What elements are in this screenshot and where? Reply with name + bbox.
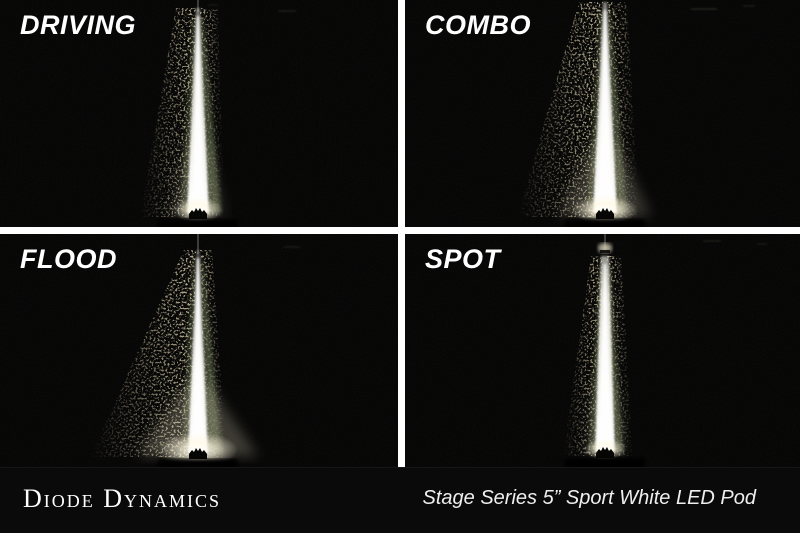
beam-photo-flood: [0, 234, 398, 467]
panel-driving: DRIVING: [0, 0, 398, 227]
beam-photo-driving: [0, 0, 398, 227]
panel-flood: FLOOD: [0, 234, 398, 467]
beam-photo-spot: [405, 234, 800, 467]
panel-label-spot: SPOT: [425, 244, 501, 274]
panel-label-driving: DRIVING: [20, 10, 137, 40]
panel-spot: SPOT: [405, 234, 800, 467]
panel-label-combo: COMBO: [425, 10, 531, 40]
beam-photo-combo: [405, 0, 800, 227]
brand-logo: Diode Dynamics: [23, 483, 222, 513]
product-caption: Stage Series 5” Sport White LED Pod: [422, 487, 757, 509]
beam-grid: DRIVING COMBO: [0, 0, 800, 467]
panel-label-flood: FLOOD: [20, 244, 117, 274]
footer-bar: Diode Dynamics Stage Series 5” Sport Whi…: [0, 467, 800, 533]
panel-combo: COMBO: [405, 0, 800, 227]
